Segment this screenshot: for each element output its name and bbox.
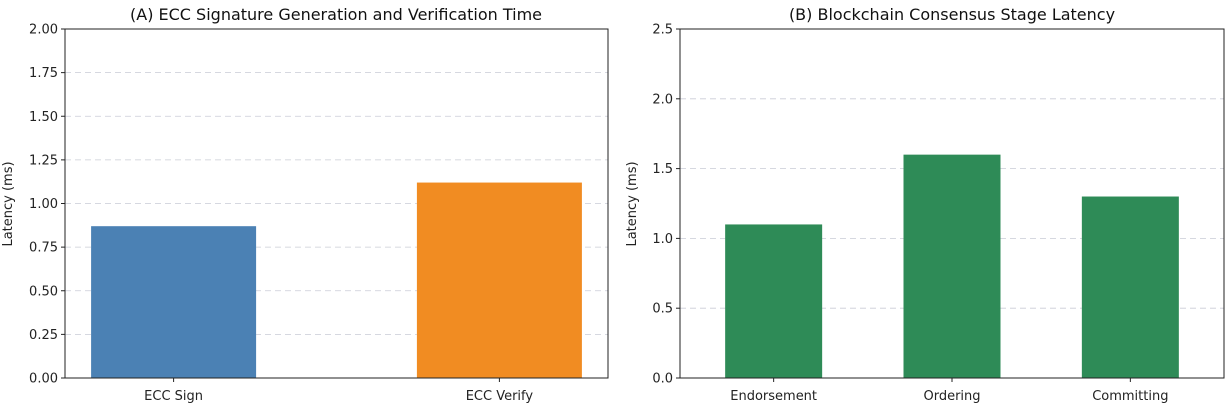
x-tick-label-b: Committing [1092,389,1168,404]
y-tick-label-b: 2.0 [652,92,673,107]
chart-panel-a: (A) ECC Signature Generation and Verific… [1,5,609,404]
y-tick-label-a: 0.75 [29,241,58,256]
y-tick-label-b: 1.5 [652,162,673,177]
x-tick-label-b: Ordering [923,389,980,404]
y-tick-label-a: 0.25 [29,328,58,343]
y-tick-label-a: 0.50 [29,284,58,299]
y-tick-label-a: 2.00 [29,23,58,38]
x-tick-label-b: Endorsement [730,389,817,404]
y-tick-label-a: 1.75 [29,66,58,81]
y-tick-label-a: 1.25 [29,153,58,168]
y-axis-label-a: Latency (ms) [1,161,16,246]
chart-panel-b: (B) Blockchain Consensus Stage Latency L… [625,5,1225,404]
chart-title-a: (A) ECC Signature Generation and Verific… [130,5,542,24]
chart-title-b: (B) Blockchain Consensus Stage Latency [789,5,1115,24]
y-tick-label-a: 0.00 [29,372,58,387]
plot-frame-a [64,28,609,379]
bar-a [416,182,582,378]
y-axis-label-b: Latency (ms) [625,161,640,246]
y-tick-label-a: 1.00 [29,197,58,212]
y-tick-label-b: 0.5 [652,302,673,317]
y-tick-label-b: 2.5 [652,23,673,38]
y-tick-label-a: 1.50 [29,110,58,125]
y-tick-label-b: 1.0 [652,232,673,247]
plot-frame-b [679,28,1225,379]
bar-b [725,224,823,378]
bar-b [903,154,1001,378]
bar-b [1081,196,1179,378]
y-tick-label-b: 0.0 [652,372,673,387]
x-tick-label-a: ECC Verify [466,389,534,404]
bar-a [91,226,257,378]
x-tick-label-a: ECC Sign [144,389,203,404]
